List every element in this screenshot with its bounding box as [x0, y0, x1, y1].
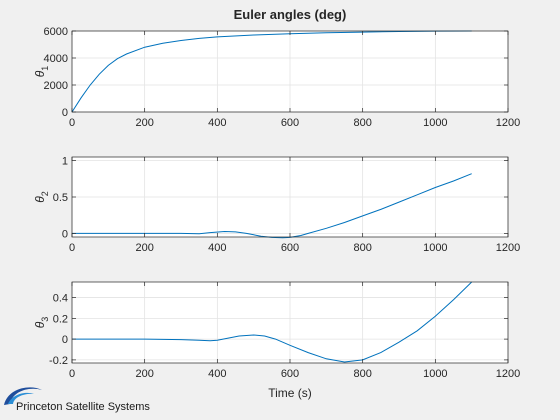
company-logo: Princeton Satellite Systems [4, 387, 150, 413]
x-tick-label: 200 [135, 117, 153, 129]
chart-title: Euler angles (deg) [234, 7, 347, 22]
logo-swoosh-inner [8, 392, 34, 404]
y-tick-label: -0.2 [49, 355, 68, 367]
x-tick-label: 200 [135, 242, 153, 254]
x-tick-label: 400 [208, 368, 226, 380]
x-tick-label: 1000 [423, 368, 447, 380]
x-tick-label: 0 [69, 368, 75, 380]
x-tick-label: 1000 [423, 242, 447, 254]
x-tick-label: 200 [135, 368, 153, 380]
x-tick-label: 600 [281, 117, 299, 129]
x-tick-label: 600 [281, 368, 299, 380]
axes-theta1: 0 200 400 600 800 1000 1200 0 2000 4000 6000 θ1 [33, 26, 520, 129]
y-tick-label: 0 [62, 107, 68, 119]
x-tick-label: 0 [69, 117, 75, 129]
series-line-theta2 [72, 173, 472, 239]
x-tick-label: 600 [281, 242, 299, 254]
x-tick-label: 800 [353, 242, 371, 254]
x-tick-label: 400 [208, 117, 226, 129]
y-tick-label: 0.2 [53, 313, 68, 325]
y-axis-label: θ3 [33, 317, 50, 329]
logo-text: Princeton Satellite Systems [16, 401, 150, 413]
x-axis-label: Time (s) [268, 386, 312, 400]
x-tick-label: 400 [208, 242, 226, 254]
x-tick-label: 0 [69, 242, 75, 254]
y-tick-label: 0 [62, 334, 68, 346]
y-tick-label: 2000 [44, 80, 68, 92]
y-tick-label: 0 [62, 228, 68, 240]
axes-theta3: 0 200 400 600 800 1000 1200-0.200.20.4θ3 [33, 281, 520, 380]
y-tick-label: 4000 [44, 53, 68, 65]
y-axis-label: θ1 [33, 66, 50, 78]
y-tick-label: 0.5 [53, 192, 68, 204]
x-tick-label: 1200 [496, 368, 520, 380]
x-tick-label: 800 [353, 117, 371, 129]
y-tick-label: 0.4 [53, 293, 68, 305]
series-line-theta3 [72, 281, 473, 363]
x-tick-label: 1200 [496, 242, 520, 254]
y-axis-label: θ2 [33, 191, 50, 203]
x-tick-label: 1200 [496, 117, 520, 129]
y-tick-label: 1 [62, 156, 68, 168]
y-tick-label: 6000 [44, 26, 68, 38]
axes-theta2: 0 200 400 600 800 1000 1200 0 0.5 1 θ2 [33, 156, 520, 254]
x-tick-label: 800 [353, 368, 371, 380]
logo-swoosh-outer [4, 387, 42, 405]
x-tick-label: 1000 [423, 117, 447, 129]
